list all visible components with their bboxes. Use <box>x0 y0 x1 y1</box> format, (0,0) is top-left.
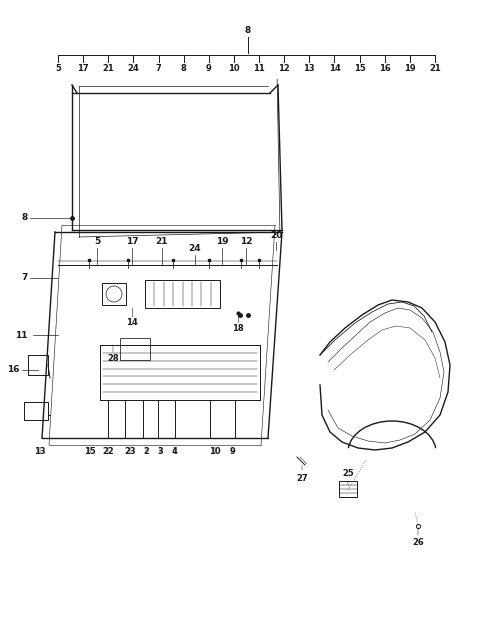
Text: 5: 5 <box>94 237 100 246</box>
Text: 17: 17 <box>77 64 89 73</box>
Text: 7: 7 <box>22 273 28 283</box>
Bar <box>145 280 220 308</box>
Text: 22: 22 <box>102 447 114 456</box>
Text: 2: 2 <box>143 447 149 456</box>
Text: 10: 10 <box>228 64 240 73</box>
Text: 17: 17 <box>126 237 138 246</box>
Text: 20: 20 <box>270 231 282 240</box>
Text: 23: 23 <box>124 447 136 456</box>
Text: 4: 4 <box>171 447 177 456</box>
Text: 13: 13 <box>303 64 315 73</box>
Text: 10: 10 <box>209 447 221 456</box>
Text: 27: 27 <box>296 474 308 483</box>
Text: 14: 14 <box>126 318 138 327</box>
Bar <box>339 481 357 497</box>
Text: 25: 25 <box>342 469 354 478</box>
Text: 9: 9 <box>206 64 212 73</box>
Text: 19: 19 <box>404 64 416 73</box>
Text: 5: 5 <box>55 64 61 73</box>
Text: 15: 15 <box>84 447 96 456</box>
Text: 24: 24 <box>189 244 201 253</box>
Bar <box>24 402 48 420</box>
Text: 18: 18 <box>232 324 244 333</box>
Text: 12: 12 <box>240 237 252 246</box>
Text: 9: 9 <box>229 447 235 456</box>
Text: 21: 21 <box>156 237 168 246</box>
Text: 16: 16 <box>8 366 20 374</box>
Text: 24: 24 <box>128 64 139 73</box>
Text: 3: 3 <box>157 447 163 456</box>
Text: 26: 26 <box>412 538 424 547</box>
Text: 28: 28 <box>107 354 119 363</box>
Text: 14: 14 <box>329 64 340 73</box>
Text: 21: 21 <box>102 64 114 73</box>
Text: 8: 8 <box>245 26 251 35</box>
Text: 16: 16 <box>379 64 391 73</box>
Text: 19: 19 <box>216 237 228 246</box>
Text: 13: 13 <box>34 447 46 456</box>
Text: 11: 11 <box>253 64 265 73</box>
Text: 8: 8 <box>22 213 28 223</box>
Text: 12: 12 <box>278 64 290 73</box>
Bar <box>102 283 126 305</box>
Bar <box>120 338 150 360</box>
Text: 11: 11 <box>15 331 28 339</box>
Text: 15: 15 <box>354 64 365 73</box>
Text: 7: 7 <box>156 64 161 73</box>
Bar <box>28 355 48 375</box>
Text: 8: 8 <box>181 64 187 73</box>
Text: 21: 21 <box>429 64 441 73</box>
